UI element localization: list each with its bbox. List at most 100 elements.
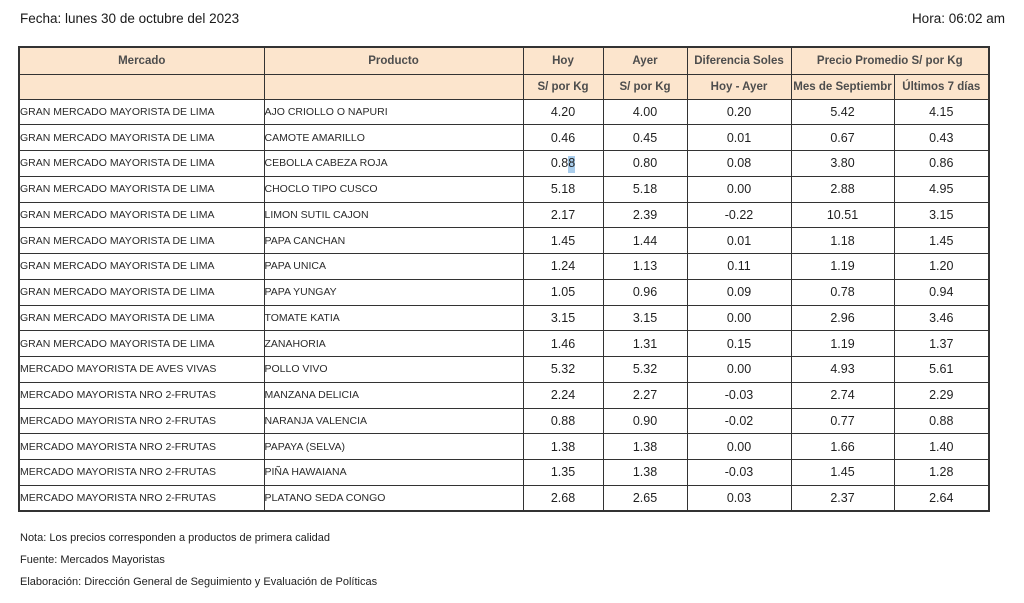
ayer-cell: 1.38	[602, 433, 688, 460]
producto-cell: PIÑA HAWAIANA	[263, 459, 524, 486]
producto-cell: PAPA UNICA	[263, 253, 524, 280]
mercado-cell: GRAN MERCADO MAYORISTA DE LIMA	[18, 124, 265, 151]
table-row: GRAN MERCADO MAYORISTA DE LIMA TOMATE KA…	[18, 304, 990, 332]
promedio-7dias-cell: 3.46	[893, 304, 990, 332]
promedio-7dias-cell: 1.37	[893, 330, 990, 357]
date-label: Fecha: lunes 30 de octubre del 2023	[20, 11, 240, 26]
hoy-cell: 4.20	[522, 98, 604, 126]
diferencia-cell: 0.09	[686, 278, 792, 306]
hoy-cell: 5.32	[522, 356, 604, 383]
promedio-mes-cell: 10.51	[790, 201, 895, 229]
column-header-precio-promedio: Precio Promedio S/ por Kg	[790, 46, 990, 75]
ayer-cell: 2.65	[602, 484, 688, 512]
promedio-mes-cell: 2.96	[790, 304, 895, 332]
table-row: GRAN MERCADO MAYORISTA DE LIMA PAPA YUNG…	[18, 278, 990, 306]
mercado-cell: GRAN MERCADO MAYORISTA DE LIMA	[18, 278, 265, 306]
hoy-cell: 1.24	[522, 253, 604, 280]
column-header-hoy: Hoy	[522, 46, 604, 75]
mercado-cell: MERCADO MAYORISTA DE AVES VIVAS	[18, 356, 265, 383]
mercado-cell: MERCADO MAYORISTA NRO 2-FRUTAS	[18, 484, 265, 512]
table-row: GRAN MERCADO MAYORISTA DE LIMA CAMOTE AM…	[18, 124, 990, 151]
ayer-cell: 0.45	[602, 124, 688, 151]
hoy-cell: 1.35	[522, 459, 604, 486]
ayer-cell: 5.32	[602, 356, 688, 383]
nota-line: Nota: Los precios corresponden a product…	[20, 532, 331, 544]
table-row: MERCADO MAYORISTA NRO 2-FRUTAS PLATANO S…	[18, 484, 990, 512]
promedio-mes-cell: 5.42	[790, 98, 895, 126]
diferencia-cell: 0.00	[686, 356, 792, 383]
column-header-mercado: Mercado	[18, 46, 265, 75]
producto-cell: ZANAHORIA	[263, 330, 524, 357]
mercado-cell: GRAN MERCADO MAYORISTA DE LIMA	[18, 253, 265, 280]
mercado-cell: GRAN MERCADO MAYORISTA DE LIMA	[18, 330, 265, 357]
ayer-cell: 1.13	[602, 253, 688, 280]
producto-cell: PAPA YUNGAY	[263, 278, 524, 306]
promedio-7dias-cell: 3.15	[893, 201, 990, 229]
hoy-cell: 1.38	[522, 433, 604, 460]
diferencia-cell: 0.08	[686, 150, 792, 177]
column-subheader-mercado-empty	[18, 73, 265, 100]
promedio-mes-cell: 4.93	[790, 356, 895, 383]
diferencia-cell: 0.00	[686, 304, 792, 332]
diferencia-cell: 0.01	[686, 124, 792, 151]
table-row: GRAN MERCADO MAYORISTA DE LIMA LIMON SUT…	[18, 201, 990, 229]
producto-cell: CEBOLLA CABEZA ROJA	[263, 150, 524, 177]
elaboracion-line: Elaboración: Dirección General de Seguim…	[20, 576, 378, 588]
promedio-7dias-cell: 4.15	[893, 98, 990, 126]
promedio-mes-cell: 2.88	[790, 175, 895, 203]
mercado-cell: MERCADO MAYORISTA NRO 2-FRUTAS	[18, 433, 265, 460]
table-row: GRAN MERCADO MAYORISTA DE LIMA PAPA UNIC…	[18, 253, 990, 280]
mercado-cell: MERCADO MAYORISTA NRO 2-FRUTAS	[18, 381, 265, 409]
diferencia-cell: -0.03	[686, 381, 792, 409]
column-subheader-hoy-ayer: Hoy - Ayer	[686, 73, 792, 100]
diferencia-cell: -0.03	[686, 459, 792, 486]
ayer-cell: 0.90	[602, 407, 688, 435]
diferencia-cell: 0.01	[686, 227, 792, 254]
column-header-ayer: Ayer	[602, 46, 688, 75]
text-selection-highlight: 8	[568, 156, 576, 174]
producto-cell: PLATANO SEDA CONGO	[263, 484, 524, 512]
report-topbar: Fecha: lunes 30 de octubre del 2023 Hora…	[20, 11, 1005, 26]
producto-cell: NARANJA VALENCIA	[263, 407, 524, 435]
producto-cell: PAPAYA (SELVA)	[263, 433, 524, 460]
diferencia-cell: 0.11	[686, 253, 792, 280]
promedio-mes-cell: 1.19	[790, 253, 895, 280]
hoy-cell: 2.24	[522, 381, 604, 409]
promedio-7dias-cell: 1.20	[893, 253, 990, 280]
footer-notes: Nota: Los precios corresponden a product…	[20, 527, 377, 593]
hoy-cell: 3.15	[522, 304, 604, 332]
promedio-7dias-cell: 5.61	[893, 356, 990, 383]
promedio-mes-cell: 3.80	[790, 150, 895, 177]
producto-cell: AJO CRIOLLO O NAPURI	[263, 98, 524, 126]
promedio-7dias-cell: 1.28	[893, 459, 990, 486]
promedio-mes-cell: 1.66	[790, 433, 895, 460]
hoy-cell: 0.88	[522, 150, 604, 177]
producto-cell: MANZANA DELICIA	[263, 381, 524, 409]
producto-cell: POLLO VIVO	[263, 356, 524, 383]
promedio-7dias-cell: 1.45	[893, 227, 990, 254]
promedio-7dias-cell: 2.29	[893, 381, 990, 409]
promedio-mes-cell: 1.19	[790, 330, 895, 357]
hoy-cell: 0.46	[522, 124, 604, 151]
table-row: MERCADO MAYORISTA DE AVES VIVAS POLLO VI…	[18, 356, 990, 383]
ayer-cell: 1.38	[602, 459, 688, 486]
diferencia-cell: 0.00	[686, 175, 792, 203]
mercado-cell: GRAN MERCADO MAYORISTA DE LIMA	[18, 150, 265, 177]
fuente-line: Fuente: Mercados Mayoristas	[20, 554, 165, 566]
column-header-producto: Producto	[263, 46, 524, 75]
mercado-cell: MERCADO MAYORISTA NRO 2-FRUTAS	[18, 459, 265, 486]
table-header: Mercado Producto Hoy Ayer Diferencia Sol…	[18, 46, 990, 100]
prices-table: Mercado Producto Hoy Ayer Diferencia Sol…	[18, 46, 991, 512]
table-row: GRAN MERCADO MAYORISTA DE LIMA CHOCLO TI…	[18, 175, 990, 203]
mercado-cell: GRAN MERCADO MAYORISTA DE LIMA	[18, 98, 265, 126]
diferencia-cell: 0.15	[686, 330, 792, 357]
promedio-7dias-cell: 4.95	[893, 175, 990, 203]
promedio-mes-cell: 0.67	[790, 124, 895, 151]
ayer-cell: 1.31	[602, 330, 688, 357]
promedio-7dias-cell: 2.64	[893, 484, 990, 512]
hoy-cell: 1.45	[522, 227, 604, 254]
ayer-cell: 2.27	[602, 381, 688, 409]
table-row: GRAN MERCADO MAYORISTA DE LIMA AJO CRIOL…	[18, 98, 990, 126]
table-row: MERCADO MAYORISTA NRO 2-FRUTAS PIÑA HAWA…	[18, 459, 990, 486]
diferencia-cell: -0.22	[686, 201, 792, 229]
